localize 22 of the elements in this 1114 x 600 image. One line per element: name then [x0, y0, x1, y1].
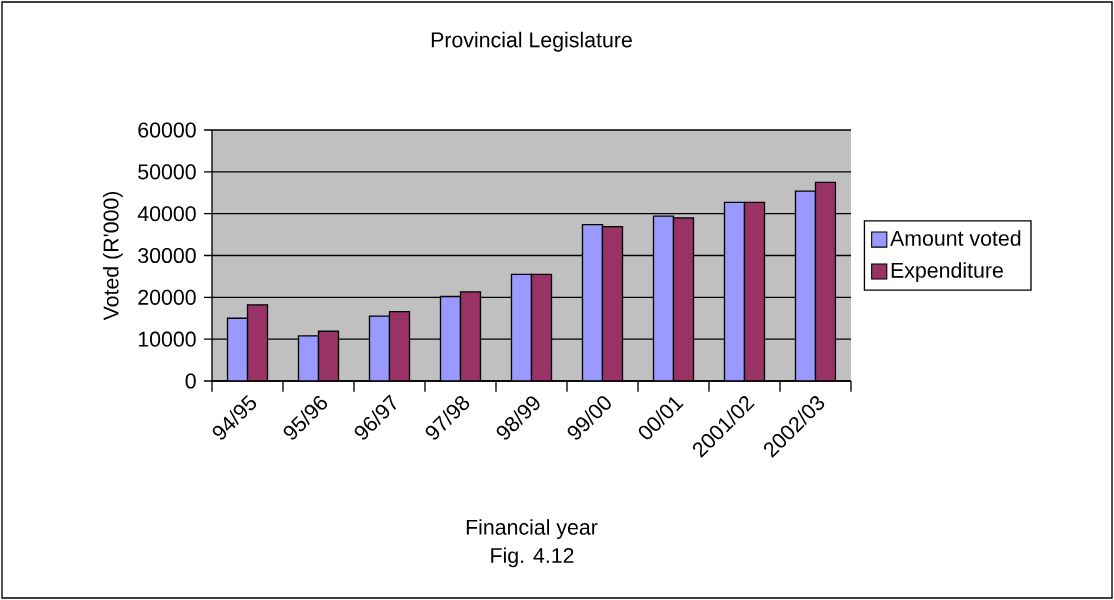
y-tick-label: 10000: [138, 331, 196, 347]
chart-title: Provincial Legislature: [431, 31, 632, 52]
bar: [601, 225, 624, 381]
y-tick-label: 40000: [137, 206, 196, 222]
y-tick-label: 50000: [138, 164, 196, 180]
y-tick-label: 20000: [138, 289, 196, 305]
bar: [317, 330, 340, 381]
y-axis-title: Voted (R'000): [102, 191, 123, 321]
y-tick-label: 60000: [138, 122, 196, 138]
legend-label: Expenditure: [891, 262, 1003, 283]
bar: [814, 181, 837, 381]
x-axis-title: Financial year: [466, 519, 598, 540]
bar: [459, 291, 482, 381]
y-tick-label: 0: [185, 373, 196, 389]
bar: [246, 304, 269, 381]
bar: [388, 310, 411, 381]
legend-label: Amount voted: [890, 230, 1021, 246]
y-tick-label: 30000: [138, 247, 196, 264]
bar: [743, 201, 766, 381]
bar: [672, 217, 695, 381]
caption: Fig. 4.12: [491, 547, 574, 568]
bar: [530, 273, 553, 381]
